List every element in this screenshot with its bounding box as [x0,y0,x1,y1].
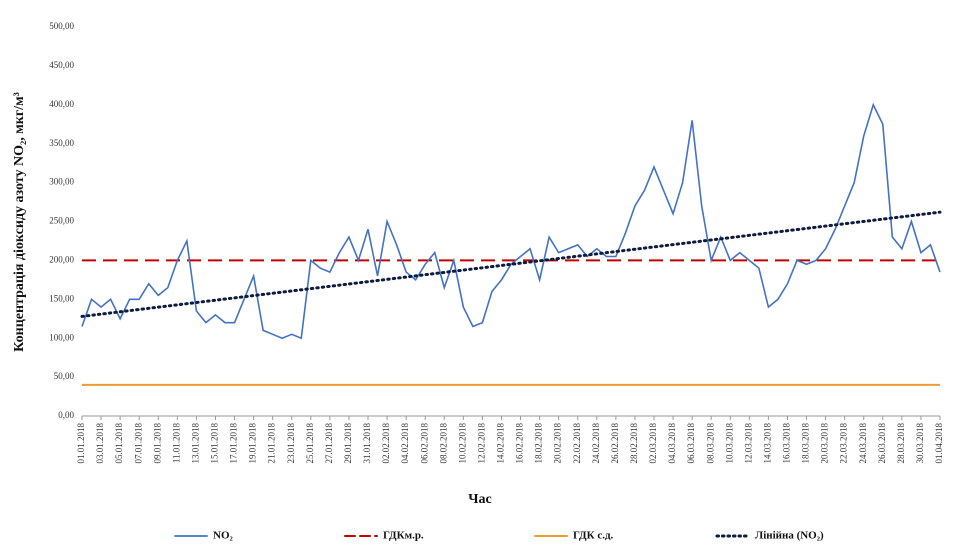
y-tick-label: 0,00 [58,410,74,420]
x-tick-label: 08.03.2018 [705,423,715,464]
x-tick-label: 18.03.2018 [801,423,811,464]
y-tick-label: 300,00 [49,177,74,187]
legend-label: NO₂ [213,530,234,542]
x-tick-label: 04.03.2018 [667,423,677,464]
x-tick-label: 28.03.2018 [896,423,906,464]
x-axis-title: Час [468,492,492,507]
x-tick-label: 31.01.2018 [362,423,372,464]
x-tick-label: 15.01.2018 [210,423,220,464]
x-tick-label: 06.02.2018 [419,423,429,464]
x-tick-label: 16.03.2018 [782,423,792,464]
trend-line [80,210,942,318]
y-tick-label: 450,00 [49,60,74,70]
x-tick-label: 10.02.2018 [457,423,467,464]
x-tick-label: 20.03.2018 [820,423,830,464]
x-tick-label: 19.01.2018 [248,423,258,464]
x-tick-label: 09.01.2018 [152,423,162,464]
x-tick-label: 27.01.2018 [324,423,334,464]
x-tick-label: 07.01.2018 [133,423,143,464]
x-tick-label: 17.01.2018 [229,423,239,464]
x-tick-label: 30.03.2018 [915,423,925,464]
data-line [81,102,941,340]
x-tick-label: 12.02.2018 [476,423,486,464]
x-tick-label: 10.03.2018 [724,423,734,464]
y-tick-label: 400,00 [49,99,74,109]
x-tick-label: 22.03.2018 [839,423,849,464]
x-tick-label: 16.02.2018 [515,423,525,464]
x-tick-label: 22.02.2018 [572,423,582,464]
x-tick-label: 01.04.2018 [934,423,944,464]
x-tick-label: 05.01.2018 [114,423,124,464]
x-tick-label: 01.01.2018 [76,423,86,464]
y-axis-title: Концентрація діоксиду азоту NO₂, мкг/м³ [12,92,27,352]
x-tick-label: 02.02.2018 [381,423,391,464]
x-tick-label: 06.03.2018 [686,423,696,464]
x-tick-label: 26.03.2018 [877,423,887,464]
y-tick-label: 500,00 [49,21,74,31]
y-tick-label: 100,00 [49,332,74,342]
legend-label: ГДКм.р. [383,530,424,542]
x-tick-label: 29.01.2018 [343,423,353,464]
x-tick-label: 26.02.2018 [610,423,620,464]
x-tick-label: 24.03.2018 [858,423,868,464]
x-tick-label: 12.03.2018 [743,423,753,464]
x-tick-label: 08.02.2018 [438,423,448,464]
x-tick-label: 24.02.2018 [591,423,601,464]
x-tick-label: 25.01.2018 [305,423,315,464]
y-tick-label: 250,00 [49,216,74,226]
x-tick-label: 21.01.2018 [267,423,277,464]
x-tick-label: 04.02.2018 [400,423,410,464]
x-tick-label: 23.01.2018 [286,423,296,464]
x-tick-label: 18.02.2018 [534,423,544,464]
legend-label: ГДК с.д. [573,530,614,542]
x-tick-label: 14.03.2018 [762,423,772,464]
x-tick-label: 20.02.2018 [553,423,563,464]
x-tick-label: 28.02.2018 [629,423,639,464]
y-tick-label: 50,00 [54,371,75,381]
y-tick-label: 350,00 [49,138,74,148]
y-tick-label: 150,00 [49,293,74,303]
legend-label: Лінійна (NO₂) [755,530,824,542]
x-tick-label: 14.02.2018 [496,423,506,464]
y-tick-label: 200,00 [49,254,74,264]
x-tick-label: 03.01.2018 [95,423,105,464]
x-tick-label: 02.03.2018 [648,423,658,464]
x-tick-label: 13.01.2018 [190,423,200,464]
x-tick-label: 11.01.2018 [171,423,181,464]
